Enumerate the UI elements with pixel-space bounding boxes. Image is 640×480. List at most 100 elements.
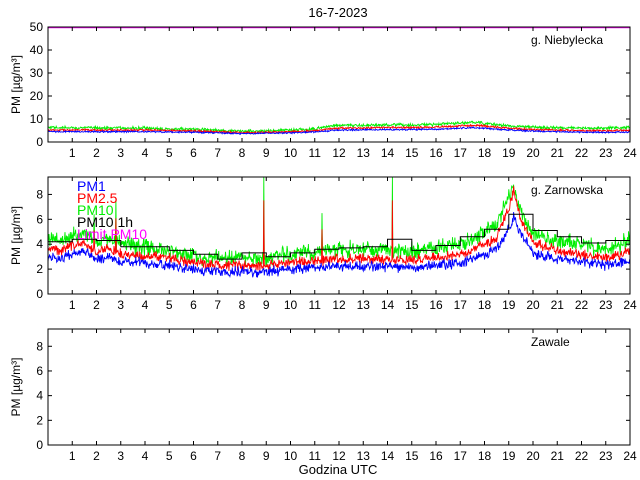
x-tick-label: 20: [526, 298, 540, 312]
x-tick-label: 5: [166, 146, 173, 160]
series-pm1-line: [48, 212, 630, 279]
x-tick-label: 12: [332, 298, 346, 312]
y-tick-label: 2: [36, 262, 43, 276]
x-tick-label: 6: [190, 146, 197, 160]
x-tick-label: 14: [381, 146, 395, 160]
x-tick-label: 10: [284, 449, 298, 463]
panel-1: 1 2 3 4 5 6 7 8 9 10 11 12 13 14 15 16 17 18 19 20 21 22 23 240…: [9, 20, 637, 160]
x-tick-label: 8: [239, 146, 246, 160]
x-tick-label: 15: [405, 298, 419, 312]
y-axis-label: PM [µg/m³]: [9, 206, 23, 265]
x-tick-label: 24: [623, 146, 637, 160]
y-axis-label: PM [µg/m³]: [9, 55, 23, 114]
x-tick-label: 4: [142, 146, 149, 160]
series-pm10-line: [48, 177, 630, 267]
x-tick-label: 2: [93, 449, 100, 463]
x-tick-label: 13: [357, 146, 371, 160]
panel-3: 1 2 3 4 5 6 7 8 9 10 11 12 13 14 15 16 17 18 19 20 21 22 23 240…: [9, 328, 637, 463]
x-tick-label: 5: [166, 298, 173, 312]
legend-entry: Limit PM10: [77, 226, 147, 242]
x-tick-label: 3: [117, 449, 124, 463]
series-pm10-line: [48, 120, 630, 135]
x-tick-label: 19: [502, 146, 516, 160]
x-tick-label: 23: [599, 449, 613, 463]
y-tick-label: 40: [30, 43, 44, 57]
y-tick-label: 2: [36, 413, 43, 427]
x-tick-label: 15: [405, 146, 419, 160]
x-tick-label: 22: [575, 449, 589, 463]
x-tick-label: 24: [623, 449, 637, 463]
y-tick-label: 0: [36, 135, 43, 149]
x-tick-label: 22: [575, 146, 589, 160]
x-tick-label: 5: [166, 449, 173, 463]
x-tick-label: 11: [309, 449, 322, 463]
x-tick-label: 21: [551, 146, 565, 160]
series-pm1-line: [48, 125, 630, 136]
y-tick-label: 0: [36, 287, 43, 301]
x-tick-label: 7: [214, 146, 221, 160]
station-label: g. Zarnowska: [531, 183, 603, 197]
y-tick-label: 8: [36, 187, 43, 201]
x-tick-label: 13: [357, 449, 371, 463]
station-label: g. Niebylecka: [531, 33, 603, 47]
x-tick-label: 20: [526, 146, 540, 160]
x-tick-label: 9: [263, 449, 270, 463]
series-pm25-line: [48, 123, 630, 135]
x-tick-label: 8: [239, 449, 246, 463]
y-tick-label: 0: [36, 438, 43, 452]
y-tick-label: 4: [36, 237, 43, 251]
x-tick-label: 18: [478, 298, 492, 312]
x-tick-label: 12: [332, 449, 346, 463]
x-tick-label: 17: [454, 146, 468, 160]
y-tick-label: 50: [30, 20, 44, 34]
x-tick-label: 18: [478, 449, 492, 463]
figure-title: 16-7-2023: [308, 5, 367, 20]
x-tick-label: 21: [551, 298, 565, 312]
y-tick-label: 8: [36, 339, 43, 353]
y-tick-label: 30: [30, 66, 44, 80]
x-tick-label: 18: [478, 146, 492, 160]
plot-area: [48, 177, 630, 279]
panel-2: 1 2 3 4 5 6 7 8 9 10 11 12 13 14 15 16 17 18 19 20 21 22 23 240…: [9, 176, 637, 312]
x-tick-label: 2: [93, 146, 100, 160]
x-tick-label: 1: [69, 146, 76, 160]
x-tick-label: 7: [214, 298, 221, 312]
x-tick-label: 16: [429, 449, 443, 463]
x-tick-label: 11: [309, 146, 322, 160]
y-axis-label: PM [µg/m³]: [9, 358, 23, 417]
x-tick-label: 22: [575, 298, 589, 312]
x-tick-label: 14: [381, 449, 395, 463]
x-axis-label: Godzina UTC: [299, 462, 378, 477]
x-tick-label: 17: [454, 298, 468, 312]
x-tick-label: 8: [239, 298, 246, 312]
x-tick-label: 21: [551, 449, 565, 463]
series-pm25-line: [48, 185, 630, 272]
x-tick-label: 4: [142, 449, 149, 463]
y-tick-label: 4: [36, 389, 43, 403]
x-tick-label: 13: [357, 298, 371, 312]
x-tick-label: 9: [263, 146, 270, 160]
station-label: Zawale: [531, 335, 570, 349]
series-pm10-1h-step: [48, 213, 630, 260]
legend-entry: PM10: [77, 202, 114, 218]
x-tick-label: 1: [69, 298, 76, 312]
x-tick-label: 4: [142, 298, 149, 312]
x-tick-label: 3: [117, 298, 124, 312]
x-tick-label: 7: [214, 449, 221, 463]
x-tick-label: 15: [405, 449, 419, 463]
x-tick-label: 19: [502, 449, 516, 463]
x-tick-label: 10: [284, 146, 298, 160]
x-tick-label: 6: [190, 449, 197, 463]
x-tick-label: 2: [93, 298, 100, 312]
y-tick-label: 20: [30, 89, 44, 103]
x-tick-label: 9: [263, 298, 270, 312]
x-tick-label: 1: [69, 449, 76, 463]
x-tick-label: 16: [429, 146, 443, 160]
x-tick-label: 14: [381, 298, 395, 312]
x-tick-label: 3: [117, 146, 124, 160]
y-tick-label: 6: [36, 212, 43, 226]
legend-entry: PM2.5: [77, 190, 118, 206]
x-tick-label: 19: [502, 298, 516, 312]
x-tick-label: 12: [332, 146, 346, 160]
